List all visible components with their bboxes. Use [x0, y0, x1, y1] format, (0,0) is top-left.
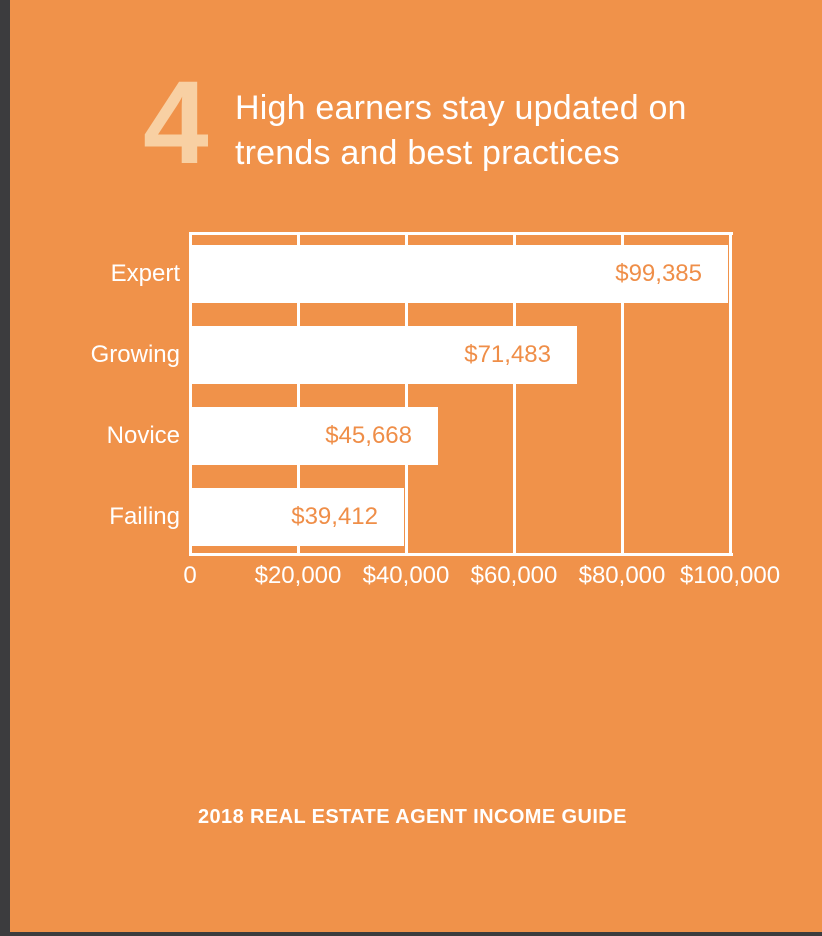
bar-expert: [191, 245, 728, 303]
x-gridline: [296, 232, 300, 556]
x-gridline: [404, 232, 408, 556]
bar-value-label: $71,483: [464, 341, 551, 368]
bar-value-label: $45,668: [325, 422, 412, 449]
bar-value-label: $99,385: [615, 260, 702, 287]
bar-growing: [191, 326, 577, 384]
x-tick-label: $20,000: [254, 562, 342, 589]
bar-failing: [191, 488, 404, 546]
page-title-line-2: trends and best practices: [235, 134, 620, 172]
page-title-line-1: High earners stay updated on: [235, 89, 687, 127]
x-gridline: [620, 232, 624, 556]
category-label: Failing: [109, 503, 180, 530]
category-label: Expert: [110, 260, 180, 287]
bar-novice: [191, 407, 438, 465]
bar-value-label: $39,412: [291, 503, 378, 530]
section-number: 4: [143, 57, 209, 189]
bar-chart: $99,385 Expert $71,483 Growing $45,668 Novice…: [10, 0, 822, 932]
x-tick-label: $40,000: [362, 562, 450, 589]
page-background: 4 High earners stay updated on trends an…: [10, 0, 822, 932]
report-caption: 2018 REAL ESTATE AGENT INCOME GUIDE: [198, 806, 627, 828]
x-tick-label: 0: [183, 562, 197, 589]
x-tick-label: $80,000: [578, 562, 666, 589]
x-gridline: [512, 232, 516, 556]
page-title: High earners stay updated on trends and …: [235, 86, 687, 176]
category-label: Novice: [106, 422, 180, 449]
x-tick-label: $100,000: [679, 562, 781, 589]
x-gridline: [728, 232, 732, 556]
category-label: Growing: [90, 341, 180, 368]
y-axis-line: [189, 232, 192, 556]
plot-top-border: [189, 232, 733, 235]
x-axis-line: [189, 553, 733, 556]
x-tick-label: $60,000: [470, 562, 558, 589]
